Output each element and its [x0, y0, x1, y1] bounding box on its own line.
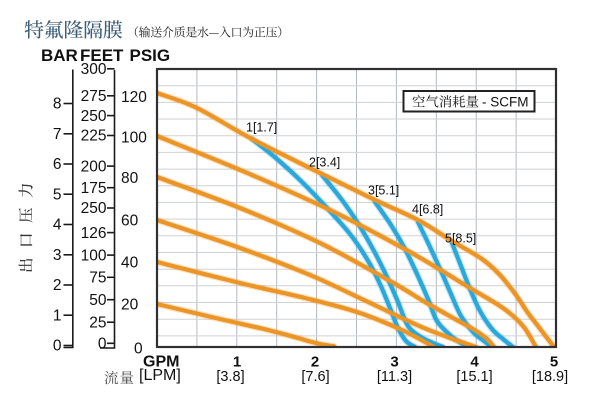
svg-text:0: 0: [134, 340, 143, 357]
svg-text:50: 50: [89, 292, 107, 309]
svg-text:1: 1: [53, 307, 62, 324]
svg-text:20: 20: [121, 296, 139, 313]
svg-text:- SCFM: - SCFM: [482, 95, 529, 110]
svg-text:0: 0: [98, 336, 107, 353]
svg-text:8: 8: [53, 96, 62, 113]
svg-text:300: 300: [81, 61, 107, 78]
svg-text:250: 250: [81, 108, 107, 125]
svg-text:3[5.1]: 3[5.1]: [368, 184, 399, 198]
svg-text:2[3.4]: 2[3.4]: [309, 156, 340, 170]
svg-text:2: 2: [311, 354, 319, 371]
svg-text:100: 100: [81, 247, 107, 264]
svg-text:0: 0: [53, 338, 62, 355]
svg-text:5: 5: [550, 354, 558, 371]
svg-text:275: 275: [81, 88, 107, 105]
svg-text:GPM: GPM: [143, 354, 179, 371]
svg-text:PSIG: PSIG: [130, 46, 171, 65]
svg-text:FEET: FEET: [80, 46, 124, 65]
svg-text:[3.8]: [3.8]: [216, 369, 244, 385]
svg-text:40: 40: [121, 254, 139, 271]
svg-text:5: 5: [53, 186, 62, 203]
svg-text:1[1.7]: 1[1.7]: [246, 121, 277, 135]
svg-text:200: 200: [81, 158, 107, 175]
svg-text:[15.1]: [15.1]: [456, 369, 492, 385]
svg-text:[18.9]: [18.9]: [532, 369, 568, 385]
svg-text:2: 2: [53, 277, 62, 294]
svg-text:6: 6: [53, 156, 62, 173]
svg-text:BAR: BAR: [41, 46, 78, 65]
svg-text:250: 250: [81, 200, 107, 217]
svg-text:60: 60: [121, 213, 139, 230]
svg-text:1: 1: [233, 354, 241, 371]
svg-text:120: 120: [121, 89, 147, 106]
svg-text:[7.6]: [7.6]: [301, 369, 329, 385]
svg-text:100: 100: [121, 129, 147, 146]
svg-text:4: 4: [53, 217, 62, 234]
svg-text:7: 7: [53, 126, 62, 143]
svg-text:75: 75: [89, 270, 106, 287]
svg-text:[11.3]: [11.3]: [377, 369, 412, 385]
svg-text:80: 80: [121, 170, 139, 187]
svg-text:225: 225: [81, 128, 107, 145]
svg-text:25: 25: [89, 314, 106, 331]
svg-text:5[8.5]: 5[8.5]: [445, 232, 476, 246]
svg-text:[LPM]: [LPM]: [139, 367, 181, 384]
svg-text:175: 175: [81, 180, 107, 197]
svg-text:3: 3: [53, 247, 62, 264]
svg-text:4: 4: [470, 354, 479, 371]
svg-text:3: 3: [390, 354, 398, 371]
svg-text:126: 126: [81, 225, 107, 242]
svg-text:4[6.8]: 4[6.8]: [412, 203, 443, 217]
